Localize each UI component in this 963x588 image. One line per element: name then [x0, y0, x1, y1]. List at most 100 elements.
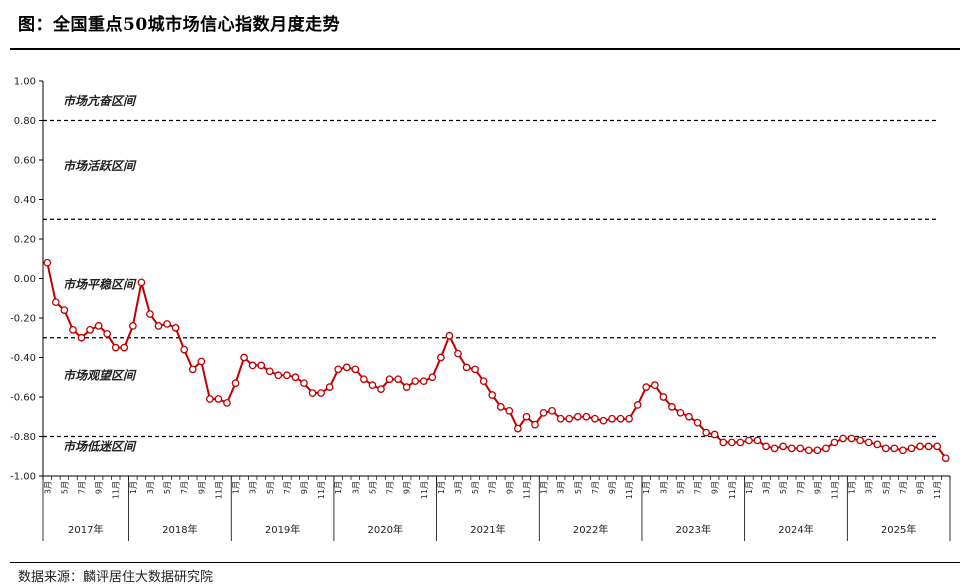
x-month-label: 3月 [557, 481, 566, 494]
data-point [762, 442, 770, 451]
y-tick-label: -0.20 [10, 314, 36, 325]
x-month-label: 11月 [522, 481, 531, 499]
data-point [625, 414, 633, 423]
data-point [411, 377, 420, 386]
data-point [368, 381, 377, 389]
data-point [770, 444, 779, 453]
data-point [727, 438, 736, 447]
y-tick-label: -0.60 [10, 393, 36, 404]
x-month-label: 11月 [214, 481, 223, 499]
data-point [753, 436, 762, 445]
data-point [830, 438, 839, 447]
data-point [94, 322, 103, 330]
x-month-label: 11月 [317, 481, 326, 499]
data-point [231, 379, 240, 388]
data-point [77, 333, 86, 342]
data-point [933, 442, 942, 451]
x-month-label: 3月 [865, 481, 874, 494]
data-point [907, 444, 916, 453]
data-point [120, 343, 129, 352]
x-month-label: 1月 [232, 481, 241, 494]
x-month-label: 3月 [762, 481, 771, 494]
x-month-label: 11月 [625, 481, 634, 499]
data-point [582, 412, 591, 421]
data-point [899, 446, 907, 455]
data-point [51, 298, 60, 307]
data-point [591, 414, 599, 423]
data-point [847, 434, 856, 443]
data-point [351, 365, 360, 374]
x-month-label: 7月 [386, 481, 395, 494]
series-line [46, 262, 947, 459]
x-year-label: 2018年 [162, 523, 197, 536]
data-point [257, 361, 266, 370]
x-year-label: 2023年 [676, 523, 711, 536]
data-point [86, 325, 94, 334]
data-point [180, 345, 189, 354]
x-month-label: 7月 [78, 481, 87, 494]
zone-label: 市场观望区间 [63, 368, 137, 382]
source-rule [10, 562, 960, 563]
x-month-label: 1月 [642, 481, 651, 494]
x-month-label: 5月 [60, 481, 69, 494]
x-month-label: 1月 [745, 481, 754, 494]
data-point [146, 310, 154, 318]
x-month-label: 5月 [471, 481, 480, 494]
data-point [171, 324, 180, 332]
data-point [402, 383, 411, 391]
x-month-label: 3月 [249, 481, 258, 494]
data-point [385, 375, 394, 384]
data-point [822, 444, 830, 453]
x-month-label: 5月 [266, 481, 275, 494]
x-month-label: 11月 [728, 481, 737, 499]
data-point [522, 412, 531, 421]
data-point [214, 395, 223, 403]
data-point [197, 357, 206, 366]
data-point [702, 428, 710, 437]
x-month-label: 5月 [882, 481, 891, 494]
data-point [599, 416, 608, 425]
data-point [206, 395, 214, 403]
y-tick-label: 0.20 [14, 235, 36, 246]
data-point [265, 367, 274, 376]
x-month-label: 11月 [933, 481, 942, 499]
x-year-label: 2020年 [368, 523, 403, 536]
data-point [924, 442, 933, 451]
x-month-label: 9月 [197, 481, 206, 494]
data-point [873, 440, 882, 449]
x-month-label: 9月 [608, 481, 617, 494]
data-point [839, 434, 847, 443]
y-tick-label: 0.00 [14, 274, 36, 285]
y-tick-label: 0.80 [14, 116, 36, 127]
data-point [736, 438, 745, 447]
y-tick-label: -0.80 [10, 432, 36, 443]
data-point [488, 391, 497, 399]
data-point [633, 401, 642, 409]
y-tick-label: 1.00 [14, 77, 36, 88]
data-point [163, 320, 171, 328]
data-point [531, 420, 539, 429]
data-point [300, 379, 308, 388]
data-point [608, 414, 616, 423]
data-point [941, 454, 950, 463]
data-point [317, 389, 325, 397]
data-point [573, 412, 582, 421]
x-month-label: 1月 [540, 481, 549, 494]
data-point [779, 442, 787, 451]
x-month-label: 3月 [43, 481, 52, 494]
x-month-label: 3月 [146, 481, 155, 494]
data-point [565, 414, 574, 423]
x-month-label: 7月 [488, 481, 497, 494]
y-tick-label: 0.60 [14, 156, 36, 167]
data-source-note: 数据来源：麟评居住大数据研究院 [18, 570, 214, 585]
data-point [676, 408, 685, 417]
data-point [377, 385, 385, 393]
data-point [428, 373, 437, 382]
x-month-label: 9月 [403, 481, 412, 494]
x-year-label: 2025年 [881, 523, 916, 536]
x-month-label: 3月 [659, 481, 668, 494]
data-point [308, 389, 317, 397]
data-point [248, 361, 257, 370]
zone-label: 市场平稳区间 [63, 277, 137, 291]
x-year-label: 2017年 [68, 523, 103, 536]
